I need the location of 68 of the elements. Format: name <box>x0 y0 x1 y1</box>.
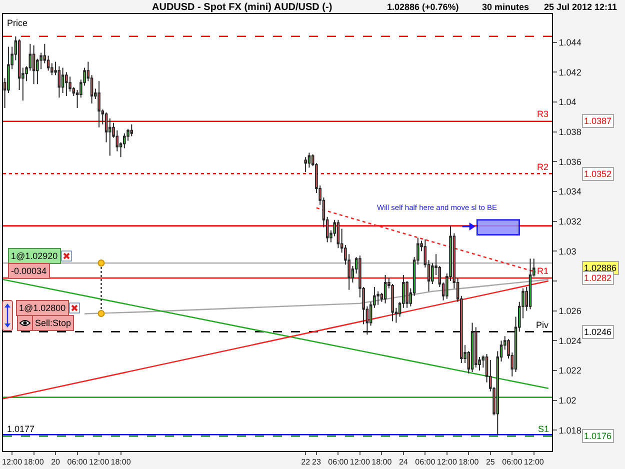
x-tick-label: 06:00 <box>415 458 436 467</box>
x-tick-label: 12:00 <box>524 458 544 467</box>
candlestick <box>65 72 68 97</box>
x-tick-label: 06:00 <box>502 458 523 467</box>
text: 25 Jul 2012 12:11 <box>544 2 618 12</box>
annotation: Sell:Stop <box>35 318 72 328</box>
candlestick <box>58 66 61 98</box>
candlestick <box>61 67 64 94</box>
y-tick-label: 1.04 <box>558 97 576 108</box>
y-tick-label: 1.022 <box>558 366 582 376</box>
x-tick-label: 12:00 <box>89 458 110 467</box>
y-tick-label: 1.036 <box>558 156 582 167</box>
candlestick <box>32 44 36 85</box>
chart-title: AUDUSD - Spot FX (mini) AUD/USD (-) <box>152 2 332 13</box>
text: 1.0246 <box>584 327 612 337</box>
x-tick-label: 18:00 <box>458 458 480 467</box>
text: 1.0387 <box>584 116 612 126</box>
candlestick <box>336 219 340 249</box>
ref-line-label: S1 <box>538 424 550 434</box>
x-tick-label: 12:00 <box>350 458 370 467</box>
y-axis-title: Price <box>7 18 28 28</box>
annotation: -0.00034 <box>11 266 47 276</box>
candlestick <box>470 322 474 372</box>
candlestick <box>130 124 134 137</box>
y-tick-label: 1.038 <box>558 126 582 137</box>
x-tick-label: 12:00 <box>436 458 458 467</box>
ref-line-label: R1 <box>537 266 549 276</box>
y-tick-label: 1.032 <box>558 216 582 226</box>
y-tick-label: 1.042 <box>558 67 582 78</box>
text: 1.0176 <box>584 431 612 441</box>
candlestick <box>68 76 72 92</box>
ref-line-label: R3 <box>537 109 549 119</box>
x-tick-label: 18:00 <box>110 458 132 467</box>
candlestick <box>98 80 100 128</box>
annotation: 1@1.02920 <box>11 251 58 261</box>
candlestick <box>384 274 387 304</box>
ref-line-label: Piv <box>536 320 549 330</box>
candlestick <box>308 152 311 168</box>
x-tick-label: 18:00 <box>24 458 44 467</box>
line-series <box>84 278 550 314</box>
y-tick-label: 1.044 <box>558 37 582 48</box>
candlestick <box>304 156 307 173</box>
x-tick-label: 12:00 <box>2 458 23 467</box>
y-tick-label: 1.024 <box>558 336 582 346</box>
x-tick-label: 22 <box>301 458 311 467</box>
y-tick-label: 1.02 <box>558 395 576 406</box>
text: 30 minutes <box>482 2 530 12</box>
x-tick-label: 23 <box>312 458 322 467</box>
annotation: 1@1.02800 <box>19 303 66 313</box>
candlestick <box>376 290 380 306</box>
x-tick-label: 06:00 <box>328 458 349 467</box>
x-tick-label: 06:00 <box>67 458 88 467</box>
text: 1.02886 <box>584 263 617 273</box>
candlestick <box>528 258 532 310</box>
y-tick-label: 1.03 <box>558 246 576 256</box>
y-tick-label: 1.034 <box>558 186 582 197</box>
y-tick-label: 1.026 <box>558 306 582 316</box>
x-tick-label: 18:00 <box>372 458 392 467</box>
text: 1.0282 <box>584 273 612 283</box>
candlestick <box>474 326 478 368</box>
x-tick-label: 24 <box>398 458 408 467</box>
text: 1.0352 <box>584 169 612 179</box>
x-tick-label: 20 <box>51 458 61 467</box>
ref-line-label: R2 <box>537 162 549 172</box>
text: 1.02886 (+0.76%) <box>387 2 459 12</box>
y-tick-label: 1.018 <box>558 425 582 436</box>
annotation: 1.0177 <box>7 424 35 434</box>
x-tick-label: 25 <box>486 458 496 467</box>
